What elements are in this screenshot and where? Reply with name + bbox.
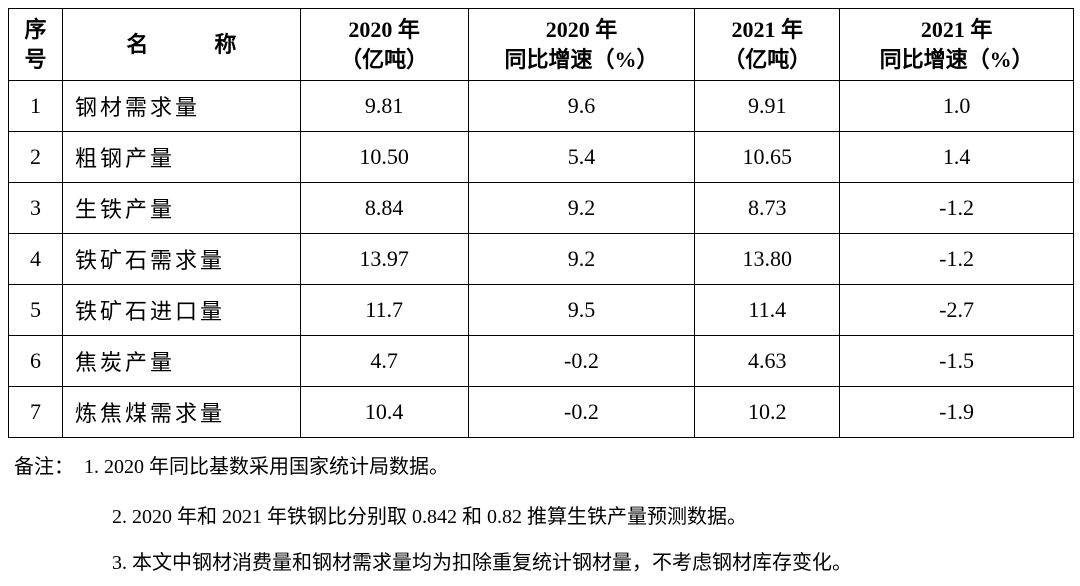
table-cell: -0.2 [467, 386, 696, 438]
table-cell: 9.2 [467, 182, 696, 234]
table-cell: -1.9 [839, 386, 1074, 438]
table-row: 1 钢材需求量 9.81 9.6 9.91 1.0 [8, 80, 1074, 132]
table-body: 1 钢材需求量 9.81 9.6 9.91 1.0 2 粗钢产量 10.50 5.4 10.65 1.… [8, 80, 1074, 438]
note-item: 2. 2020 年和 2021 年铁钢比分别取 0.842 和 0.82 推算生… [112, 506, 747, 528]
header-cell: 2020 年同比增速（%） [467, 8, 696, 81]
table-cell: 9.81 [299, 80, 469, 132]
header-row: 序号名 称 2020 年（亿吨） 2020 年同比增速（%） 2021 年（亿吨） 20… [8, 8, 1074, 81]
table-row: 6 焦炭产量 4.7 -0.2 4.63 -1.5 [8, 335, 1074, 387]
header-text: （亿吨） [723, 46, 812, 72]
header-cell: 2021 年同比增速（%） [839, 8, 1074, 81]
table-cell: 钢材需求量 [61, 80, 301, 132]
table-row: 7 炼焦煤需求量 10.4 -0.2 10.2 -1.9 [8, 386, 1074, 438]
table-cell: -1.5 [839, 335, 1074, 387]
note-item: 3. 本文中钢材消费量和钢材需求量均为扣除重复统计钢材量，不考虑钢材库存变化。 [112, 552, 852, 574]
header-text: 2021 年 [920, 16, 993, 42]
table-row: 2 粗钢产量 10.50 5.4 10.65 1.4 [8, 131, 1074, 183]
header-text: （亿吨） [340, 46, 429, 72]
header-cell: 2020 年 （亿吨） [299, 8, 469, 81]
header-text: 2020 年 [545, 16, 618, 42]
note-item: 1. 2020 年同比基数采用国家统计局数据。 [84, 456, 449, 478]
table-cell: 8.84 [299, 182, 469, 234]
table-cell: 9.6 [467, 80, 696, 132]
table-cell: -2.7 [839, 284, 1074, 336]
data-table: 序号名 称 2020 年（亿吨） 2020 年同比增速（%） 2021 年（亿吨） 20… [8, 8, 1074, 438]
table-row: 4 铁矿石需求量 13.97 9.2 13.80 -1.2 [8, 233, 1074, 285]
table-cell: 9.2 [467, 233, 696, 285]
header-text: 同比增速（%） [504, 46, 659, 72]
table-cell: 4.63 [694, 335, 841, 387]
table-cell: 8.73 [694, 182, 841, 234]
table-cell: 13.80 [694, 233, 841, 285]
header-text: 2021 年 [731, 16, 804, 42]
header-cell: 序号 [8, 8, 63, 81]
header-cell: 名 称 [61, 8, 301, 81]
table-cell: 11.4 [694, 284, 841, 336]
header-text: 号 [24, 46, 47, 72]
table-cell: 2 [8, 131, 63, 183]
table-cell: 10.65 [694, 131, 841, 183]
table-cell: 1.0 [839, 80, 1074, 132]
table-row: 5 铁矿石进口量 11.7 9.5 11.4 -2.7 [8, 284, 1074, 336]
table-cell: 10.50 [299, 131, 469, 183]
notes-label: 备注： [14, 456, 74, 478]
table-cell: 5 [8, 284, 63, 336]
header-text: 名 称 [126, 31, 237, 57]
header-text: 2020 年 [348, 16, 420, 42]
table-cell: 炼焦煤需求量 [61, 386, 301, 438]
header-text: 序 [24, 16, 47, 42]
table-cell: -1.2 [839, 182, 1074, 234]
table-cell: 6 [8, 335, 63, 387]
table-cell: 4 [8, 233, 63, 285]
table-cell: 1.4 [839, 131, 1074, 183]
table-row: 3 生铁产量 8.84 9.2 8.73 -1.2 [8, 182, 1074, 234]
table-cell: 5.4 [467, 131, 696, 183]
header-text: 同比增速（%） [879, 46, 1034, 72]
table-cell: 4.7 [299, 335, 469, 387]
table-cell: 9.5 [467, 284, 696, 336]
table-cell: 生铁产量 [61, 182, 301, 234]
table-cell: 粗钢产量 [61, 131, 301, 183]
table-cell: -0.2 [467, 335, 696, 387]
table-cell: 1 [8, 80, 63, 132]
table-cell: 10.4 [299, 386, 469, 438]
table-cell: 11.7 [299, 284, 469, 336]
table-cell: 铁矿石进口量 [61, 284, 301, 336]
table-cell: 7 [8, 386, 63, 438]
table-cell: 9.91 [694, 80, 841, 132]
table-cell: 13.97 [299, 233, 469, 285]
table-cell: 铁矿石需求量 [61, 233, 301, 285]
table-cell: 10.2 [694, 386, 841, 438]
table-cell: 焦炭产量 [61, 335, 301, 387]
table-cell: -1.2 [839, 233, 1074, 285]
table-cell: 3 [8, 182, 63, 234]
header-cell: 2021 年 （亿吨） [694, 8, 841, 81]
